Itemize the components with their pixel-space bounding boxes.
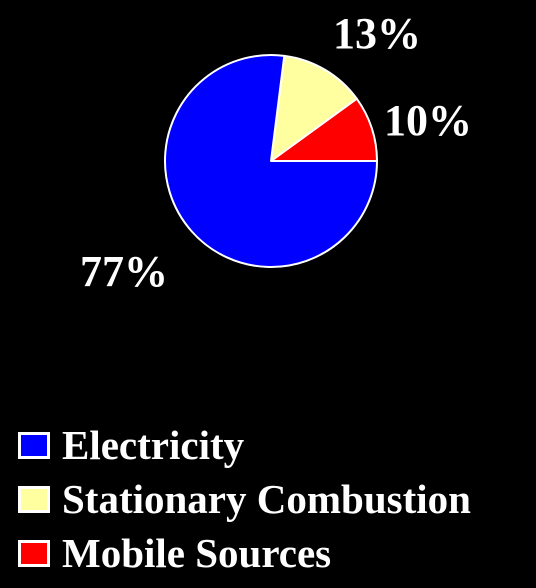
legend-label-electricity: Electricity [62, 425, 244, 466]
label-mobile-sources: 10% [384, 96, 472, 145]
legend-swatch-stationary-combustion [18, 486, 50, 513]
legend-item-mobile-sources: Mobile Sources [18, 526, 528, 580]
legend-label-mobile-sources: Mobile Sources [62, 533, 331, 574]
legend-item-electricity: Electricity [18, 418, 528, 472]
label-stationary-combustion: 13% [333, 9, 421, 58]
legend-item-stationary-combustion: Stationary Combustion [18, 472, 528, 526]
label-electricity: 77% [80, 247, 168, 296]
pie-slices [165, 55, 377, 267]
chart-legend: Electricity Stationary Combustion Mobile… [18, 418, 528, 580]
legend-swatch-electricity [18, 432, 50, 459]
legend-swatch-mobile-sources [18, 540, 50, 567]
legend-label-stationary-combustion: Stationary Combustion [62, 479, 471, 520]
